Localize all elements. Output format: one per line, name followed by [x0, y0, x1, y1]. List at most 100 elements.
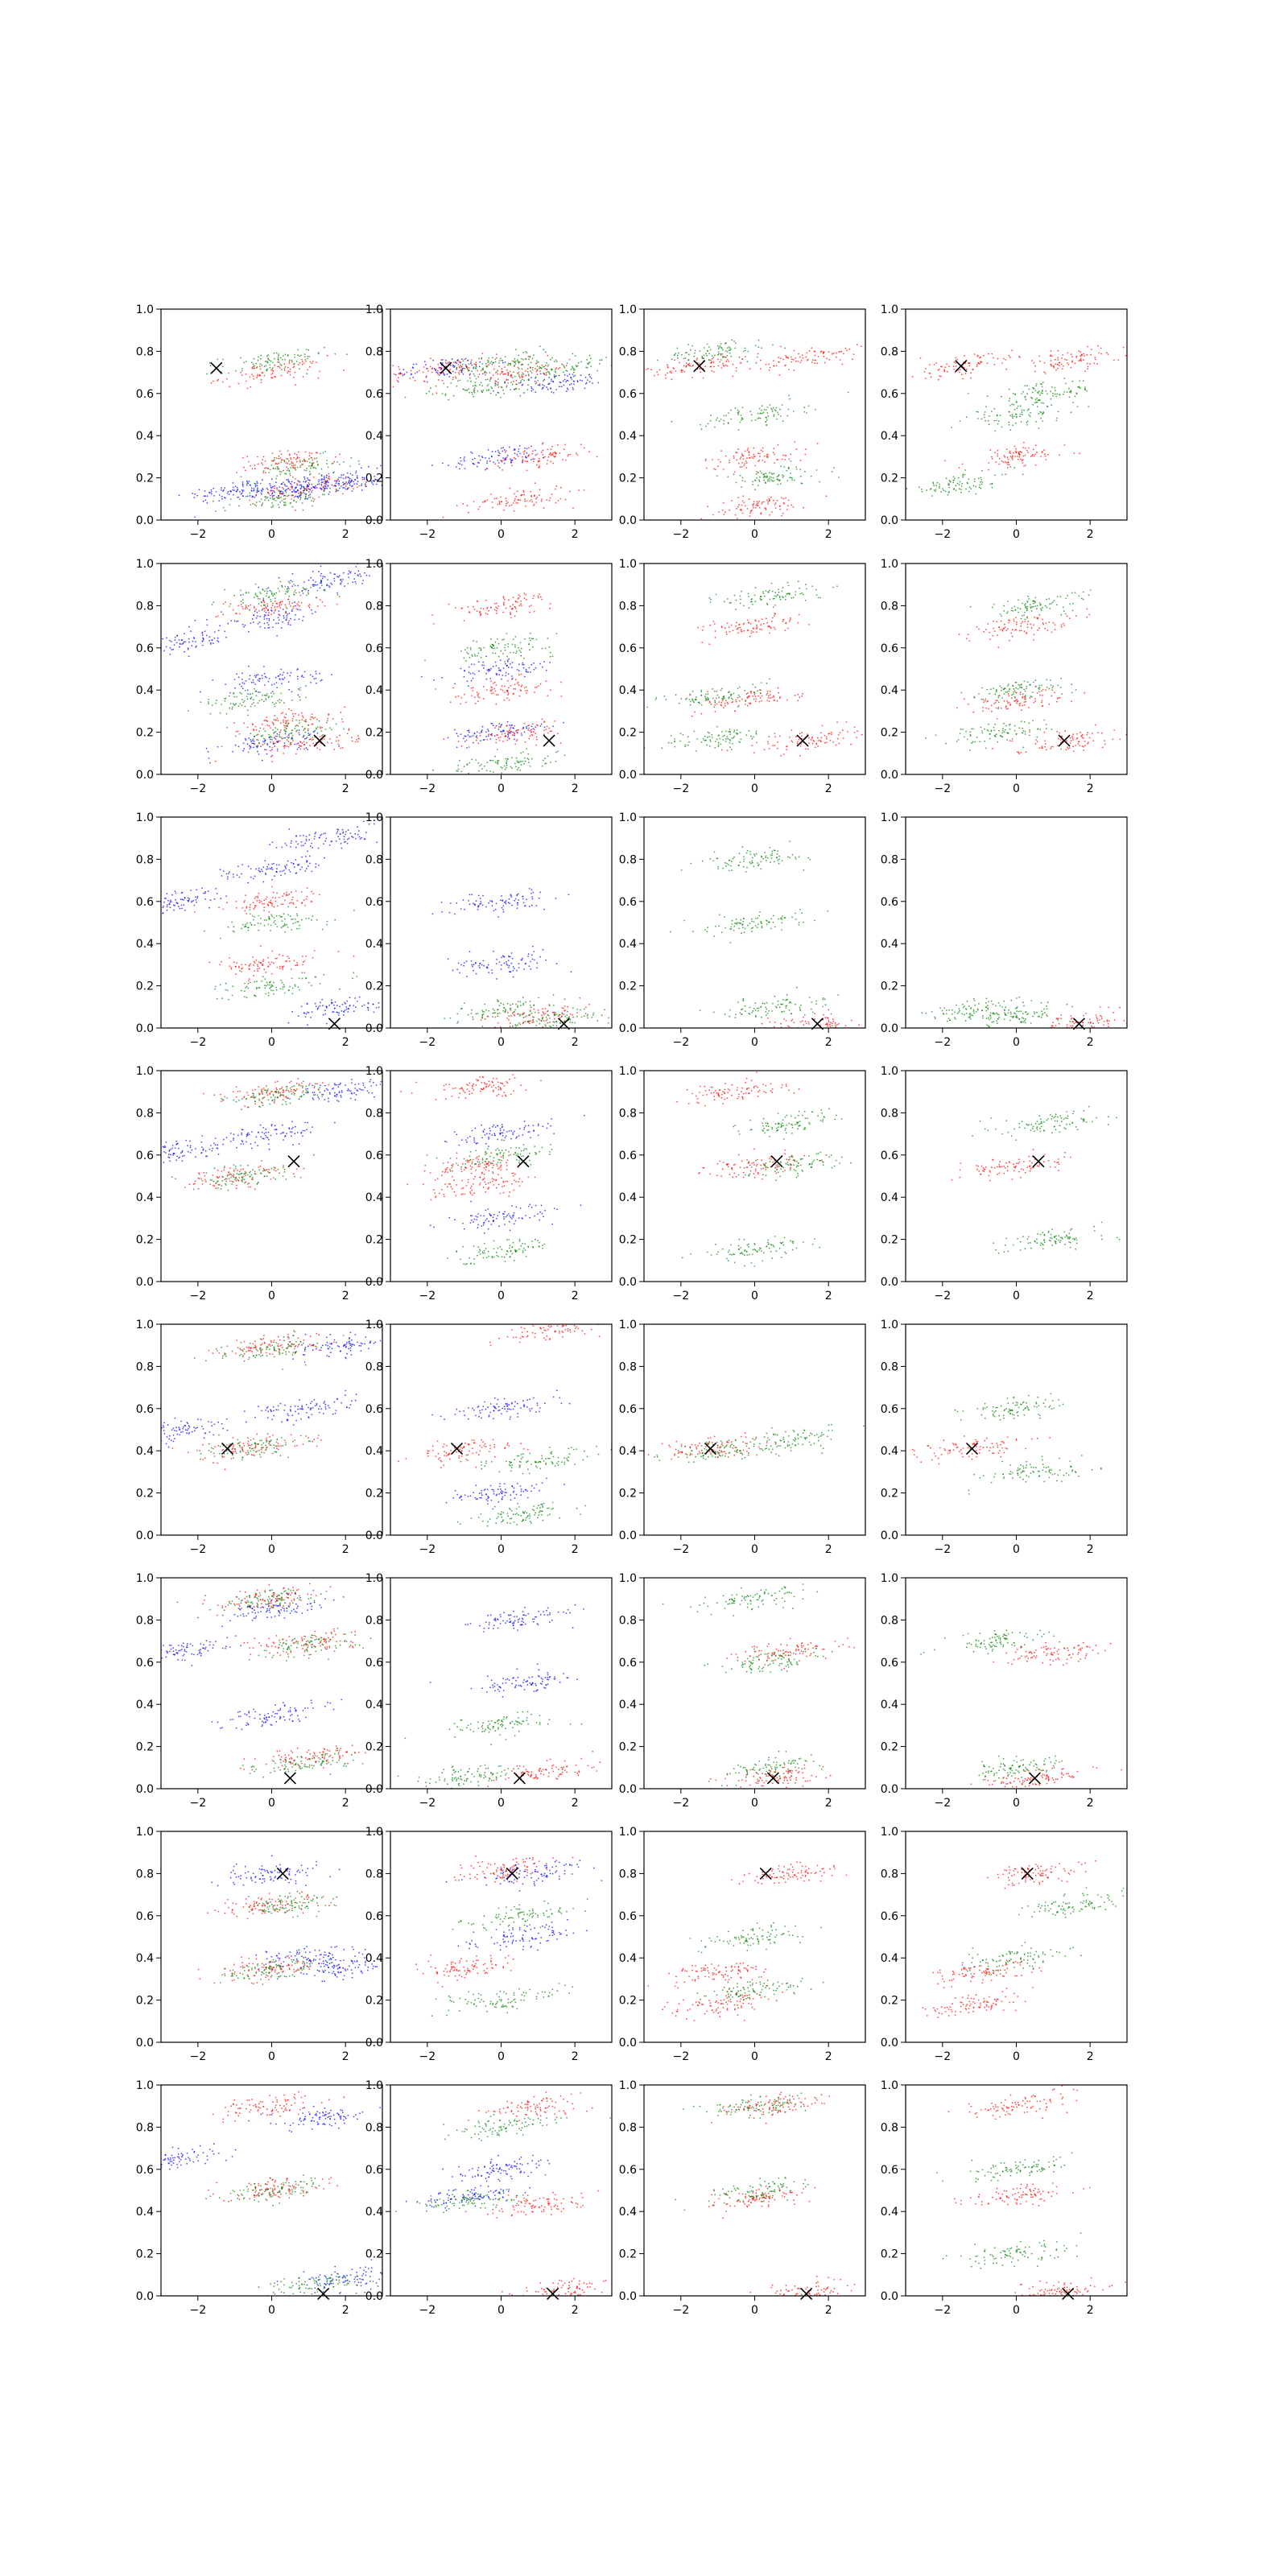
red-point: [264, 460, 266, 462]
red-point: [752, 505, 754, 507]
red-point: [944, 460, 946, 462]
y-tick-label: 0.4: [136, 684, 154, 697]
blue-point: [341, 474, 343, 477]
green-point: [215, 702, 217, 704]
green-point: [328, 473, 330, 475]
green-point: [481, 763, 482, 766]
green-point: [335, 723, 337, 725]
blue-point: [348, 576, 350, 579]
red-point: [311, 713, 313, 716]
red-point: [980, 361, 981, 363]
green-point: [762, 412, 763, 415]
blue-point: [327, 579, 328, 580]
green-point: [572, 367, 574, 369]
green-point: [811, 475, 812, 477]
green-point: [294, 589, 296, 592]
red-point: [332, 718, 334, 720]
green-point: [232, 692, 234, 695]
blue-point: [253, 487, 255, 489]
red-point: [509, 370, 511, 373]
red-point: [293, 365, 295, 367]
red-point: [291, 602, 294, 604]
green-point: [1001, 473, 1003, 476]
red-point: [998, 463, 1001, 465]
blue-point: [574, 374, 576, 377]
red-point: [514, 497, 516, 500]
red-point: [274, 375, 275, 378]
blue-point: [352, 581, 354, 584]
red-point: [287, 598, 290, 601]
red-point: [274, 364, 276, 366]
red-point: [938, 368, 940, 370]
blue-point: [526, 452, 528, 454]
red-point: [286, 745, 288, 747]
green-point: [256, 502, 258, 503]
green-point: [688, 699, 691, 700]
green-point: [519, 770, 522, 771]
blue-point: [155, 644, 156, 646]
green-point: [683, 357, 685, 360]
green-point: [1039, 394, 1041, 396]
red-point: [500, 496, 502, 498]
green-point: [499, 397, 502, 398]
red-point: [795, 736, 797, 738]
green-point: [477, 390, 479, 392]
red-point: [745, 460, 747, 462]
red-point: [271, 761, 273, 762]
red-point: [784, 455, 786, 456]
red-point: [840, 350, 843, 353]
red-point: [937, 369, 939, 371]
red-point: [500, 688, 502, 691]
blue-point: [126, 654, 127, 656]
red-point: [869, 354, 871, 356]
green-point: [727, 476, 729, 478]
green-point: [288, 588, 290, 589]
blue-point: [344, 585, 346, 588]
green-point: [435, 385, 437, 387]
blue-point: [269, 589, 271, 592]
green-point: [466, 368, 469, 370]
red-point: [987, 469, 989, 471]
green-point: [1019, 413, 1022, 415]
blue-point: [234, 687, 236, 689]
blue-point: [182, 642, 184, 645]
red-point: [290, 486, 292, 488]
green-point: [287, 741, 290, 743]
red-point: [504, 691, 506, 693]
red-point: [759, 697, 762, 699]
red-point: [497, 737, 500, 739]
green-point: [1051, 404, 1052, 407]
red-point: [469, 377, 471, 379]
blue-point: [318, 571, 320, 572]
green-point: [280, 461, 283, 463]
green-point: [322, 733, 324, 736]
red-point: [513, 692, 514, 695]
blue-point: [349, 479, 350, 481]
green-point: [750, 414, 753, 416]
red-point: [301, 719, 303, 720]
green-point: [722, 357, 724, 358]
green-point: [1013, 415, 1015, 418]
green-point: [731, 339, 733, 341]
blue-point: [202, 638, 204, 640]
green-point: [277, 588, 279, 589]
green-point: [469, 391, 471, 394]
green-point: [783, 466, 786, 468]
green-point: [964, 473, 966, 476]
red-point: [825, 495, 828, 497]
red-point: [588, 451, 591, 453]
green-point: [529, 649, 530, 651]
red-point: [541, 718, 543, 720]
red-point: [696, 359, 698, 361]
blue-point: [539, 373, 542, 375]
y-tick-label: 0.0: [365, 769, 383, 782]
green-point: [531, 357, 534, 360]
red-point: [734, 710, 737, 712]
green-point: [278, 506, 280, 509]
blue-point: [552, 725, 554, 728]
red-point: [488, 609, 489, 612]
red-point: [285, 713, 287, 716]
green-point: [233, 594, 235, 597]
blue-point: [297, 668, 299, 671]
blue-point: [276, 733, 279, 735]
